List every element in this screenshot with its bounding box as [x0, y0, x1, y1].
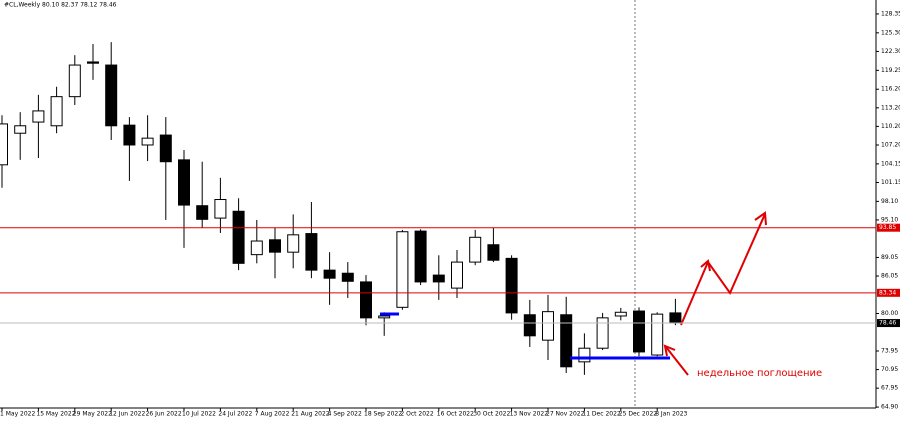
- y-tick-label: 116.20: [881, 86, 900, 93]
- candle-body: [432, 274, 445, 283]
- y-tick-label: 125.30: [881, 29, 900, 36]
- y-tick-label: 73.95: [881, 347, 898, 354]
- candle-body: [560, 314, 573, 368]
- y-tick-label: 122.30: [881, 48, 900, 55]
- x-tick-label: 21 Aug 2022: [291, 411, 330, 418]
- candle-body: [378, 315, 391, 319]
- x-tick-label: 10 Jul 2022: [182, 411, 216, 418]
- y-tick-label: 86.05: [881, 273, 898, 280]
- y-tick-label: 80.00: [881, 310, 898, 317]
- x-tick-label: 7 Aug 2022: [255, 411, 290, 418]
- y-tick-label: 64.90: [881, 404, 898, 411]
- y-tick-label: 70.95: [881, 366, 898, 373]
- candle-body: [32, 110, 45, 123]
- x-tick-label: 29 May 2022: [73, 411, 112, 418]
- candle-body: [596, 317, 609, 349]
- candle-body: [178, 159, 190, 206]
- x-tick-label: 24 Jul 2022: [218, 411, 252, 418]
- x-tick-label: 12 Jun 2022: [109, 411, 145, 418]
- arrows: [663, 211, 767, 376]
- y-tick-label: 113.20: [881, 104, 900, 111]
- x-tick-label: 26 Jun 2022: [146, 411, 182, 418]
- plot: [0, 42, 682, 375]
- price-tag: [877, 319, 900, 328]
- x-tick-label: 27 Nov 2022: [546, 411, 585, 418]
- y-tick-label: 89.05: [881, 254, 898, 261]
- candle-body: [360, 281, 372, 319]
- candle-body: [396, 231, 409, 308]
- candle-body: [451, 261, 463, 289]
- candle-body: [232, 210, 245, 264]
- candle-body: [414, 230, 427, 283]
- price-tag-label: 93.85: [879, 224, 896, 231]
- arrow-head: [663, 344, 676, 357]
- pointer-arrow: [665, 346, 689, 376]
- candle-body: [614, 311, 627, 317]
- candle-body: [542, 311, 554, 341]
- y-tick-label: 101.15: [881, 179, 900, 186]
- x-tick-label: 11 Dec 2022: [582, 411, 621, 418]
- candle-body: [123, 124, 136, 146]
- candle-body: [341, 272, 354, 282]
- candle-body: [141, 137, 154, 146]
- y-tick-label: 107.20: [881, 141, 900, 148]
- arrow-head: [754, 211, 767, 226]
- x-tick-label: 16 Oct 2022: [437, 411, 474, 418]
- y-tick-label: 98.10: [881, 198, 898, 205]
- candle-body: [87, 61, 99, 64]
- candle-body: [196, 205, 209, 220]
- y-tick-label: 119.25: [881, 67, 900, 74]
- candle-body: [269, 239, 281, 253]
- y-tick-label: 95.10: [881, 216, 898, 223]
- y-tick-label: 67.95: [881, 385, 898, 392]
- y-tick-label: 104.15: [881, 160, 900, 167]
- price-tag: [877, 288, 900, 297]
- x-tick-label: 13 Nov 2022: [510, 411, 549, 418]
- candle-body: [305, 233, 318, 271]
- x-tick-label: 30 Oct 2022: [473, 411, 510, 418]
- candle-body: [633, 310, 645, 353]
- candle-body: [159, 134, 172, 163]
- x-tick-label: 2 Oct 2022: [400, 411, 433, 418]
- candle-body: [669, 312, 682, 324]
- x-tick-label: 1 May 2022: [0, 411, 35, 418]
- x-tick-label: 15 May 2022: [36, 411, 75, 418]
- price-tag: [877, 223, 900, 232]
- candle-body: [214, 199, 227, 219]
- y-tick-label: 110.20: [881, 123, 900, 130]
- candle-body: [0, 123, 8, 166]
- candle-body: [523, 314, 536, 337]
- x-tick-label: 8 Jan 2023: [655, 411, 687, 418]
- candle-body: [651, 313, 664, 356]
- x-tick-label: 18 Sep 2022: [364, 411, 402, 418]
- candle-body: [50, 96, 63, 127]
- candle-body: [505, 257, 518, 314]
- x-tick-label: 25 Dec 2022: [619, 411, 658, 418]
- candle-body: [323, 269, 336, 279]
- price-tag-label: 78.46: [879, 320, 896, 327]
- price-tag-label: 83.34: [879, 289, 896, 296]
- arrow-head: [700, 259, 711, 272]
- candle-body: [469, 236, 482, 263]
- y-tick-label: 128.35: [881, 10, 900, 17]
- chart-title: #CL,Weekly 80.10 82.37 78.12 78.46: [4, 2, 117, 9]
- candle-body: [68, 64, 81, 98]
- forecast-arrow: [680, 213, 766, 326]
- candle-body: [487, 244, 500, 261]
- candle-body: [578, 347, 591, 363]
- annotation: недельное поглощение: [697, 368, 822, 379]
- candle-body: [287, 234, 300, 253]
- x-tick-label: 4 Sep 2022: [328, 411, 362, 418]
- candle-body: [105, 64, 118, 127]
- candle-body: [14, 125, 27, 134]
- candle-body: [250, 240, 263, 256]
